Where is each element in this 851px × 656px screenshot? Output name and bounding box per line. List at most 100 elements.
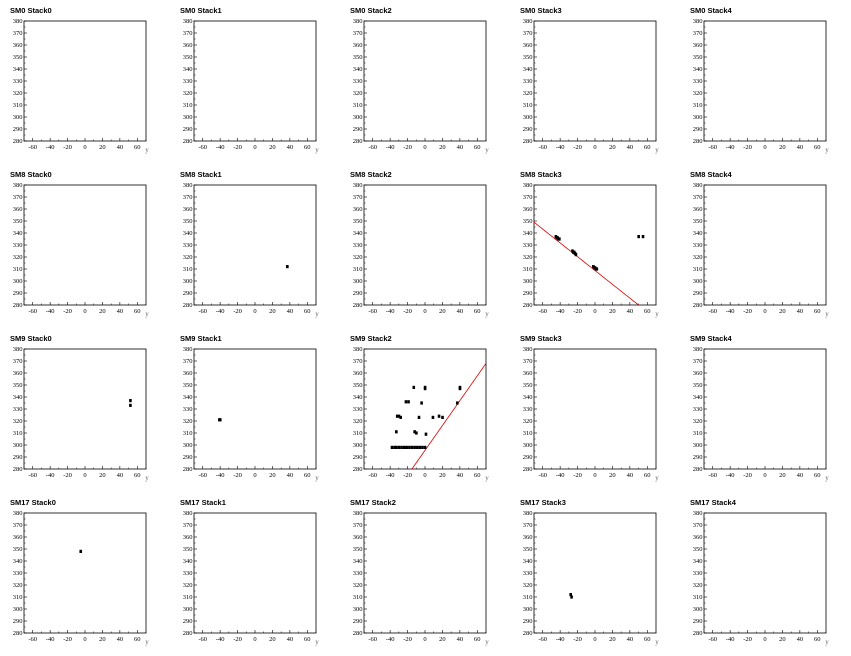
x-tick-label: -20 — [743, 636, 752, 643]
y-tick-label: 280 — [523, 630, 533, 637]
panel-title: SM0 Stack3 — [520, 6, 562, 15]
y-tick-label: 290 — [183, 126, 193, 133]
panel-title: SM8 Stack2 — [350, 170, 392, 179]
panel-title: SM17 Stack2 — [350, 498, 396, 507]
y-tick-label: 380 — [183, 346, 193, 353]
y-tick-label: 290 — [183, 290, 193, 297]
y-tick-label: 350 — [353, 218, 363, 225]
x-tick-label: 0 — [83, 636, 86, 643]
y-tick-label: 310 — [183, 430, 193, 437]
data-point — [412, 385, 416, 389]
y-tick-label: 350 — [353, 546, 363, 553]
y-tick-label: 380 — [353, 510, 363, 517]
y-tick-label: 340 — [693, 558, 703, 565]
y-tick-label: 380 — [353, 346, 363, 353]
x-tick-label: -40 — [556, 144, 565, 151]
y-tick-label: 300 — [693, 114, 703, 121]
y-tick-label: 370 — [13, 194, 23, 201]
y-tick-label: 350 — [183, 54, 193, 61]
y-tick-label: 380 — [13, 510, 23, 517]
y-tick-label: 280 — [13, 302, 23, 309]
x-tick-label: -40 — [216, 144, 225, 151]
y-tick-label: 380 — [693, 510, 703, 517]
x-axis-title: y — [485, 474, 489, 482]
x-tick-label: -40 — [556, 636, 565, 643]
data-point — [458, 387, 462, 391]
y-tick-label: 340 — [693, 230, 703, 237]
data-point — [395, 430, 398, 434]
y-tick-label: 290 — [523, 290, 533, 297]
x-tick-label: -60 — [198, 308, 207, 315]
histogram-panel: SM8 Stack0 280 290 300 310 320 330 340 350 360 370… — [0, 164, 170, 328]
y-tick-label: 370 — [13, 522, 23, 529]
y-tick-label: 290 — [13, 290, 23, 297]
x-tick-label: 20 — [779, 308, 786, 315]
x-tick-label: 60 — [134, 144, 141, 151]
y-tick-label: 320 — [693, 254, 703, 261]
data-point — [569, 593, 572, 597]
y-tick-label: 370 — [353, 358, 363, 365]
y-tick-label: 330 — [13, 78, 23, 85]
x-tick-label: -60 — [28, 472, 37, 479]
y-tick-label: 340 — [523, 558, 533, 565]
y-tick-label: 320 — [523, 90, 533, 97]
data-point — [404, 400, 408, 404]
y-tick-label: 360 — [353, 534, 363, 541]
y-tick-label: 290 — [13, 618, 23, 625]
x-tick-label: 0 — [83, 308, 86, 315]
x-tick-label: -60 — [538, 636, 547, 643]
y-tick-label: 300 — [353, 606, 363, 613]
data-point — [408, 445, 411, 449]
y-tick-label: 280 — [353, 138, 363, 145]
y-tick-label: 320 — [353, 254, 363, 261]
y-tick-label: 320 — [13, 418, 23, 425]
data-point — [415, 445, 419, 449]
y-tick-label: 360 — [183, 534, 193, 541]
data-point — [415, 431, 418, 435]
x-tick-label: 20 — [439, 144, 446, 151]
x-tick-label: 20 — [609, 472, 616, 479]
plot-frame — [193, 512, 317, 634]
x-tick-label: 60 — [304, 144, 311, 151]
x-tick-label: 60 — [644, 308, 651, 315]
y-tick-label: 300 — [183, 278, 193, 285]
y-tick-label: 360 — [693, 42, 703, 49]
x-tick-label: 20 — [99, 636, 106, 643]
y-tick-label: 340 — [13, 558, 23, 565]
y-tick-label: 290 — [523, 618, 533, 625]
y-tick-label: 330 — [523, 406, 533, 413]
x-tick-label: 60 — [304, 308, 311, 315]
x-tick-label: 0 — [593, 472, 596, 479]
x-tick-label: 60 — [644, 636, 651, 643]
data-point — [431, 415, 435, 419]
y-tick-label: 300 — [353, 442, 363, 449]
y-tick-label: 380 — [523, 182, 533, 189]
panel-title: SM9 Stack0 — [10, 334, 52, 343]
x-tick-label: -40 — [726, 308, 735, 315]
y-tick-label: 370 — [353, 522, 363, 529]
x-tick-label: 60 — [474, 472, 481, 479]
y-tick-label: 360 — [183, 42, 193, 49]
histogram-panel: SM0 Stack3 280 290 300 310 320 330 340 350 360 370… — [510, 0, 680, 164]
y-tick-label: 320 — [13, 254, 23, 261]
y-tick-label: 360 — [183, 370, 193, 377]
y-tick-label: 290 — [693, 126, 703, 133]
data-point — [129, 399, 132, 403]
y-tick-label: 300 — [13, 606, 23, 613]
x-tick-label: 20 — [269, 144, 276, 151]
y-tick-label: 340 — [353, 230, 363, 237]
data-point — [421, 445, 424, 449]
y-tick-label: 370 — [353, 30, 363, 37]
histogram-panel: SM9 Stack3 280 290 300 310 320 330 340 350 360 370… — [510, 328, 680, 492]
y-tick-label: 280 — [183, 302, 193, 309]
x-tick-label: 20 — [779, 636, 786, 643]
y-tick-label: 340 — [523, 66, 533, 73]
y-tick-label: 280 — [693, 138, 703, 145]
data-point — [424, 432, 428, 436]
y-tick-label: 370 — [183, 30, 193, 37]
x-tick-label: 40 — [457, 144, 464, 151]
plot-frame — [533, 20, 657, 142]
y-tick-label: 290 — [353, 126, 363, 133]
x-tick-label: 20 — [99, 308, 106, 315]
y-tick-label: 380 — [353, 18, 363, 25]
